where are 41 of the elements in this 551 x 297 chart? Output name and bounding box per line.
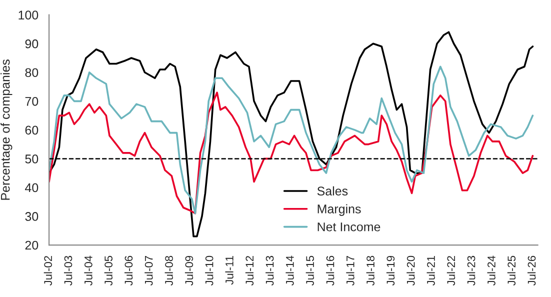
y-tick-label: 100 [18,10,38,20]
x-tick-label: Jul-09 [184,256,194,286]
x-tick-label: Jul-07 [144,256,153,286]
x-tick-label: Jul-06 [124,256,133,286]
line-series [49,92,534,214]
x-tick-label: Jul-10 [205,256,214,286]
x-tick-label: Jul-03 [64,256,72,286]
x-tick-label: Jul-14 [286,256,294,286]
y-tick-label: 80 [25,68,38,78]
legend-label: Margins [318,204,361,216]
y-tick-label: 70 [25,96,38,106]
legend-label: Net Income [318,222,380,232]
y-tick-label: 30 [25,212,38,221]
x-tick-label: Jul-25 [507,256,516,286]
y-tick-label: 50 [25,154,38,164]
y-tick-label: 90 [25,39,38,48]
y-axis-title: Percentage of companies [0,60,12,200]
x-tick-label: Jul-15 [306,256,314,286]
x-tick-label: Jul-17 [346,256,354,286]
x-tick-label: Jul-24 [487,256,496,286]
y-tick-label: 60 [25,126,38,135]
x-tick-label: Jul-02 [44,256,52,286]
x-tick-label: Jul-20 [406,256,415,286]
x-tick-label: Jul-26 [528,256,536,286]
y-tick-label: 40 [25,183,38,192]
x-tick-label: Jul-22 [446,256,456,286]
x-tick-label: Jul-12 [245,256,254,286]
x-tick-label: Jul-16 [326,256,334,286]
y-tick-label: 20 [25,240,38,250]
line-series [49,66,534,214]
x-tick-label: Jul-08 [164,256,173,286]
x-tick-label: Jul-13 [266,256,274,286]
x-tick-label: Jul-05 [104,256,112,286]
x-tick-label: Jul-18 [366,256,374,286]
x-tick-label: Jul-21 [426,256,435,286]
x-tick-label: Jul-04 [84,256,92,286]
line-series [49,31,534,238]
x-tick-label: Jul-23 [467,256,476,286]
legend-label: Sales [317,186,348,196]
x-tick-label: Jul-19 [386,256,395,286]
x-tick-label: Jul-11 [225,256,234,285]
